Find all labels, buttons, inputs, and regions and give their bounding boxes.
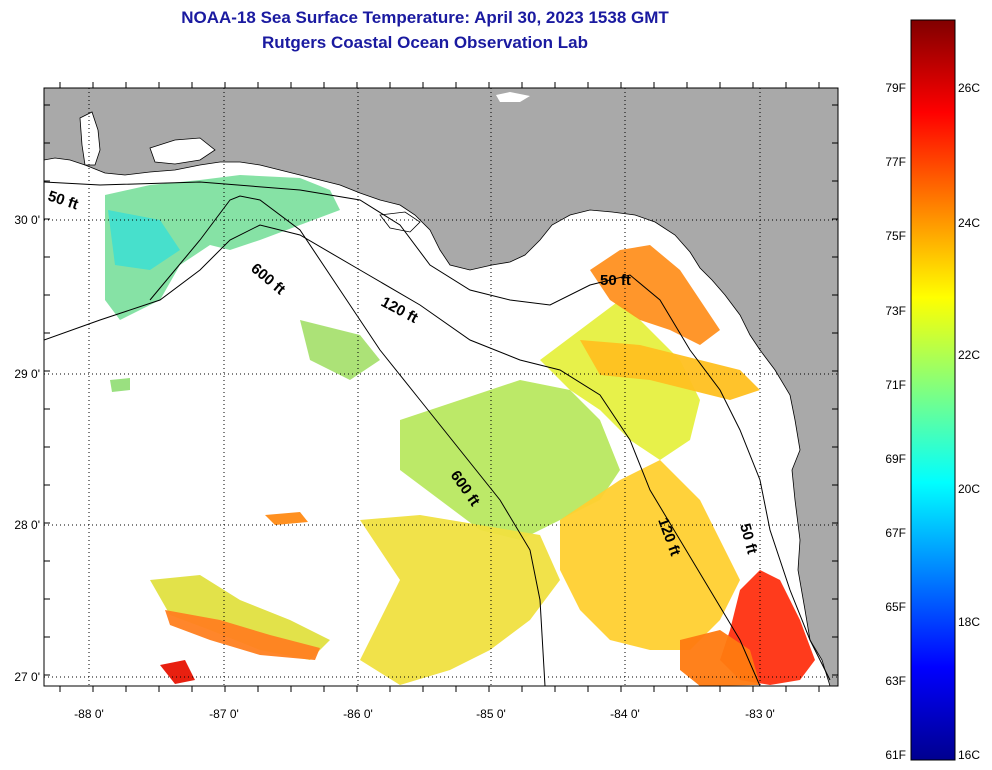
sst-patch-sw-orange [165,610,320,660]
land-mass [44,88,838,686]
sst-patch-mid [300,320,380,380]
latitude-axis: 30 0' 29 0' 28 0' 27 0' [14,213,40,684]
contour-120ft-line [44,224,761,686]
colorbar [910,19,956,761]
lat-label-27: 27 0' [14,670,40,684]
map-title: NOAA-18 Sea Surface Temperature: April 3… [181,8,669,27]
apalachicola-bay [379,211,421,233]
sst-patch-south-east [560,460,740,650]
graticule [44,88,838,686]
sst-patch-east-warm [590,245,720,345]
bathymetry-contours [44,181,831,686]
map-frame [43,87,839,687]
f-label-69: 69F [885,452,906,466]
c-label-18: 18C [958,615,980,629]
map-subtitle: Rutgers Coastal Ocean Observation Lab [262,33,588,52]
f-label-71: 71F [885,378,906,392]
contour-50ft-line [44,181,831,681]
f-label-77: 77F [885,155,906,169]
sst-patch-east-mid [580,340,760,400]
contour-label-50ft-east: 50 ft [600,272,631,289]
pensacola-bay [149,137,216,165]
lon-label-85: -85 0' [476,707,506,721]
sst-patch-central [400,380,620,540]
c-label-20: 20C [958,482,980,496]
c-label-24: 24C [958,216,980,230]
lat-label-30: 30 0' [14,213,40,227]
f-label-67: 67F [885,526,906,540]
f-label-79: 79F [885,81,906,95]
mobile-bay [79,111,101,166]
lat-label-29: 29 0' [14,367,40,381]
c-label-22: 22C [958,348,980,362]
f-label-65: 65F [885,600,906,614]
sst-patch-small-green [110,378,130,392]
f-label-61: 61F [885,748,906,762]
c-label-26: 26C [958,81,980,95]
frame-ticks [44,82,838,692]
fahrenheit-scale: 79F 77F 75F 73F 71F 69F 67F 65F 63F 61F [885,81,906,762]
contour-600ft-line [149,195,546,686]
lat-label-28: 28 0' [14,518,40,532]
sst-patch-south-yellow [360,515,560,685]
sst-patch-west-cool [108,210,180,270]
lake-top [496,92,530,102]
c-label-16: 16C [958,748,980,762]
lon-label-84: -84 0' [610,707,640,721]
f-label-75: 75F [885,229,906,243]
sst-patch-small-orange [265,512,308,525]
sst-patch-southwest [150,575,330,660]
sst-patch-sw-red [160,660,195,684]
colorbar-labels: 79F 77F 75F 73F 71F 69F 67F 65F 63F 61F … [885,81,980,762]
longitude-axis: -88 0' -87 0' -86 0' -85 0' -84 0' -83 0… [74,707,775,721]
lon-label-83: -83 0' [745,707,775,721]
f-label-63: 63F [885,674,906,688]
celsius-scale: 26C 24C 22C 20C 18C 16C [958,81,980,762]
lon-label-88: -88 0' [74,707,104,721]
sst-patch-orange-se [680,630,760,686]
lon-label-86: -86 0' [343,707,373,721]
lon-label-87: -87 0' [209,707,239,721]
f-label-73: 73F [885,304,906,318]
